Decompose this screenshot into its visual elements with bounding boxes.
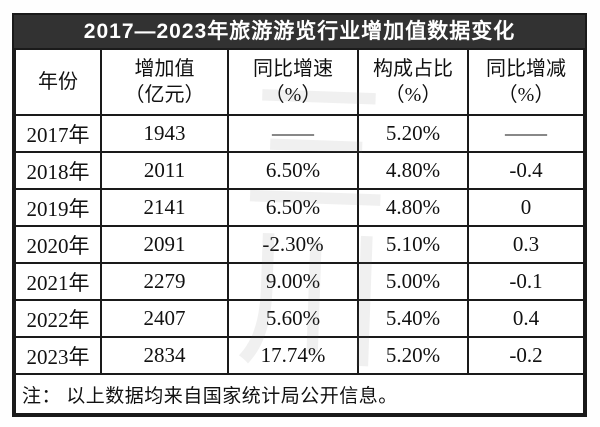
header-label: 同比增速 [253,58,333,80]
added-value-cell: 2834 [100,336,229,375]
added-value-cell: 2279 [100,262,229,301]
header-row: 年份 增加值 （亿元） 同比增速 （%） 构成占比 （%） [14,48,585,116]
table-row-2023: 2023年 2834 17.74% 5.20% -0.2 [14,336,585,375]
share-cell: 5.40% [357,299,469,338]
yoy-change-cell: -0.4 [467,151,585,190]
yoy-change-cell: —— [467,114,585,153]
header-unit: （%） [264,84,322,106]
added-value-cell: 2407 [100,299,229,338]
yoy-change-cell: 0 [467,188,585,227]
col-header-yoy-change: 同比增减 （%） [467,48,585,116]
yoy-growth-cell: 17.74% [227,336,359,375]
header-unit: （%） [497,84,555,106]
yoy-growth-cell: 6.50% [227,188,359,227]
year-cell: 2020年 [14,225,102,264]
col-header-year: 年份 [14,48,102,116]
tourism-added-value-table: 年份 增加值 （亿元） 同比增速 （%） 构成占比 （%） [14,48,585,415]
header-label: 增加值 [134,58,195,80]
year-cell: 2019年 [14,188,102,227]
table-row-2021: 2021年 2279 9.00% 5.00% -0.1 [14,262,585,301]
yoy-change-cell: -0.1 [467,262,585,301]
year-cell: 2018年 [14,151,102,190]
yoy-growth-cell: 9.00% [227,262,359,301]
header-label: 构成占比 [373,58,453,80]
yoy-change-cell: -0.2 [467,336,585,375]
yoy-change-cell: 0.4 [467,299,585,338]
share-cell: 4.80% [357,151,469,190]
yoy-growth-cell: 5.60% [227,299,359,338]
share-cell: 4.80% [357,188,469,227]
table-row-2019: 2019年 2141 6.50% 4.80% 0 [14,188,585,227]
year-cell: 2017年 [14,114,102,153]
yoy-growth-cell: 6.50% [227,151,359,190]
col-header-yoy-growth: 同比增速 （%） [227,48,359,116]
source-note: 注： 以上数据均来自国家统计局公开信息。 [14,373,585,415]
table-row-2018: 2018年 2011 6.50% 4.80% -0.4 [14,151,585,190]
col-header-added-value: 增加值 （亿元） [100,48,229,116]
yoy-growth-cell: -2.30% [227,225,359,264]
header-label: 年份 [38,71,78,93]
data-table: 2017—2023年旅游游览行业增加值数据变化 年份 增加值 （亿元） [12,13,587,417]
added-value-cell: 2011 [100,151,229,190]
yoy-change-cell: 0.3 [467,225,585,264]
share-cell: 5.20% [357,336,469,375]
table-row-2020: 2020年 2091 -2.30% 5.10% 0.3 [14,225,585,264]
yoy-growth-cell: —— [227,114,359,153]
share-cell: 5.00% [357,262,469,301]
share-cell: 5.20% [357,114,469,153]
share-cell: 5.10% [357,225,469,264]
table-row-2022: 2022年 2407 5.60% 5.40% 0.4 [14,299,585,338]
year-cell: 2021年 [14,262,102,301]
year-cell: 2023年 [14,336,102,375]
col-header-share: 构成占比 （%） [357,48,469,116]
header-unit: （%） [384,84,442,106]
year-cell: 2022年 [14,299,102,338]
table-row-2017: 2017年 1943 —— 5.20% —— [14,114,585,153]
added-value-cell: 2141 [100,188,229,227]
note-row: 注： 以上数据均来自国家统计局公开信息。 [14,373,585,415]
added-value-cell: 2091 [100,225,229,264]
added-value-cell: 1943 [100,114,229,153]
header-label: 同比增减 [486,58,566,80]
header-unit: （亿元） [124,84,205,106]
table-title: 2017—2023年旅游游览行业增加值数据变化 [14,15,585,48]
